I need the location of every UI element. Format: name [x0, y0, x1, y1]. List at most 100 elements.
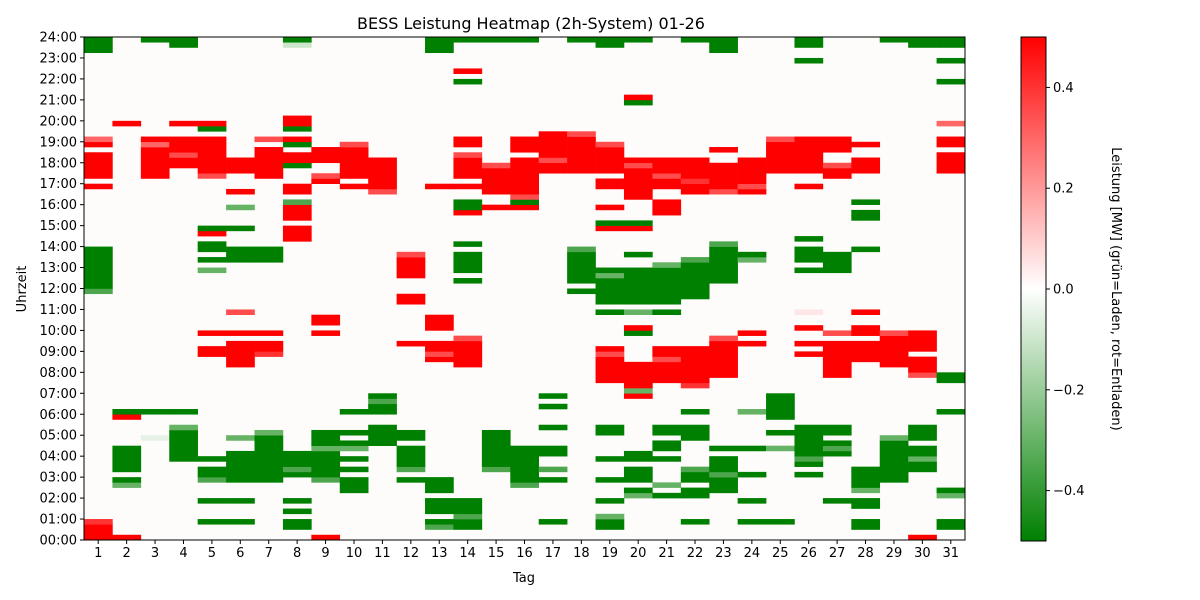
x-tick-label: 15: [488, 546, 505, 561]
heatmap-cell: [908, 356, 937, 373]
colorbar-gradient: [1020, 36, 1047, 542]
heatmap-cell: [197, 346, 227, 357]
heatmap-cells: [84, 37, 966, 541]
y-tick-label: 08:00: [40, 366, 77, 381]
heatmap-cell: [368, 403, 397, 415]
heatmap-cell: [538, 131, 568, 158]
heatmap-cell: [908, 445, 937, 457]
heatmap-cell: [538, 424, 568, 431]
heatmap-cell: [851, 157, 881, 174]
heatmap-cell: [197, 136, 227, 148]
heatmap-cell: [311, 147, 341, 158]
heatmap-cell: [254, 330, 284, 336]
heatmap-cell: [254, 340, 284, 352]
heatmap-cell: [766, 136, 795, 143]
heatmap-cell: [538, 157, 568, 164]
heatmap-cell: [595, 351, 625, 357]
heatmap-cell: [623, 99, 653, 106]
heatmap-cell: [623, 330, 653, 336]
heatmap-cell: [510, 157, 540, 179]
heatmap-cell: [623, 167, 653, 200]
heatmap-cell: [936, 519, 966, 530]
colorbar: −0.4 −0.2 0.0 0.2 0.4: [1020, 36, 1085, 542]
heatmap-cell: [879, 440, 909, 483]
heatmap-cell: [311, 429, 341, 446]
heatmap-cell: [680, 262, 710, 300]
heatmap-cell: [851, 325, 881, 336]
heatmap-cell: [851, 309, 881, 315]
heatmap-cell: [879, 37, 909, 43]
x-tick-label: 30: [914, 546, 931, 561]
heatmap-cell: [311, 173, 341, 179]
heatmap-cell: [794, 325, 824, 331]
x-tick-label: 29: [886, 546, 903, 561]
heatmap-cell: [680, 157, 710, 179]
heatmap-cell: [112, 120, 142, 127]
heatmap-cell: [84, 288, 113, 295]
heatmap-cell: [197, 267, 227, 274]
x-tick-label: 8: [293, 546, 301, 561]
y-tick-label: 24:00: [40, 31, 77, 46]
heatmap-cell: [879, 335, 909, 368]
colorbar-tick-label: −0.2: [1053, 383, 1085, 398]
heatmap-cell: [709, 37, 738, 54]
heatmap-cell: [822, 330, 852, 336]
heatmap-cell: [453, 152, 483, 158]
heatmap-cell: [851, 246, 881, 253]
heatmap-cell: [822, 167, 852, 179]
x-tick-label: 23: [715, 546, 732, 561]
heatmap-cell: [254, 429, 284, 436]
heatmap-cell: [84, 246, 113, 253]
heatmap-cell: [453, 278, 483, 284]
y-tick-label: 21:00: [40, 93, 77, 108]
heatmap-cell: [794, 136, 824, 174]
heatmap-cell: [112, 482, 142, 488]
heatmap-cell: [623, 94, 653, 101]
heatmap-cell: [766, 393, 795, 420]
x-tick-label: 3: [151, 546, 159, 561]
heatmap-cell: [936, 487, 966, 494]
heatmap-cell: [794, 57, 824, 64]
heatmap-cell: [794, 309, 824, 315]
y-tick-label: 02:00: [40, 492, 77, 507]
heatmap-cell: [595, 309, 625, 315]
y-tick-label: 23:00: [40, 51, 77, 66]
heatmap-cell: [112, 534, 142, 541]
heatmap-cell: [140, 141, 170, 148]
heatmap-cell: [737, 519, 767, 525]
heatmap-cell: [481, 162, 511, 169]
heatmap-cell: [425, 183, 454, 190]
heatmap-cell: [652, 482, 682, 488]
plot-frame: [83, 36, 966, 541]
heatmap-cell: [709, 456, 738, 473]
heatmap-cell: [453, 498, 483, 515]
heatmap-cell: [339, 445, 369, 452]
heatmap-cell: [623, 388, 653, 394]
heatmap-cell: [396, 429, 426, 441]
heatmap-cell: [595, 278, 625, 305]
x-tick-label: 25: [772, 546, 789, 561]
heatmap-cell: [567, 288, 596, 295]
heatmap-cell: [197, 477, 227, 483]
heatmap-cell: [595, 272, 625, 279]
heatmap-cell: [623, 361, 653, 389]
heatmap-cell: [709, 445, 738, 452]
heatmap-cell: [311, 450, 341, 478]
heatmap-cell: [623, 162, 653, 169]
heatmap-cell: [652, 440, 682, 452]
heatmap-cell: [368, 424, 397, 446]
heatmap-cell: [453, 37, 483, 43]
heatmap-cell: [226, 435, 255, 441]
heatmap-cell: [510, 199, 540, 205]
heatmap-cell: [908, 461, 937, 473]
heatmap-cell: [680, 466, 710, 473]
heatmap-cell: [481, 37, 511, 43]
heatmap-cell: [197, 225, 227, 232]
heatmap-cell: [311, 445, 341, 452]
heatmap-cell: [680, 424, 710, 441]
heatmap-cell: [226, 498, 255, 504]
heatmap-cell: [197, 498, 227, 504]
x-tick-label: 6: [236, 546, 244, 561]
heatmap-cell: [453, 136, 483, 148]
heatmap-cell: [538, 477, 568, 483]
